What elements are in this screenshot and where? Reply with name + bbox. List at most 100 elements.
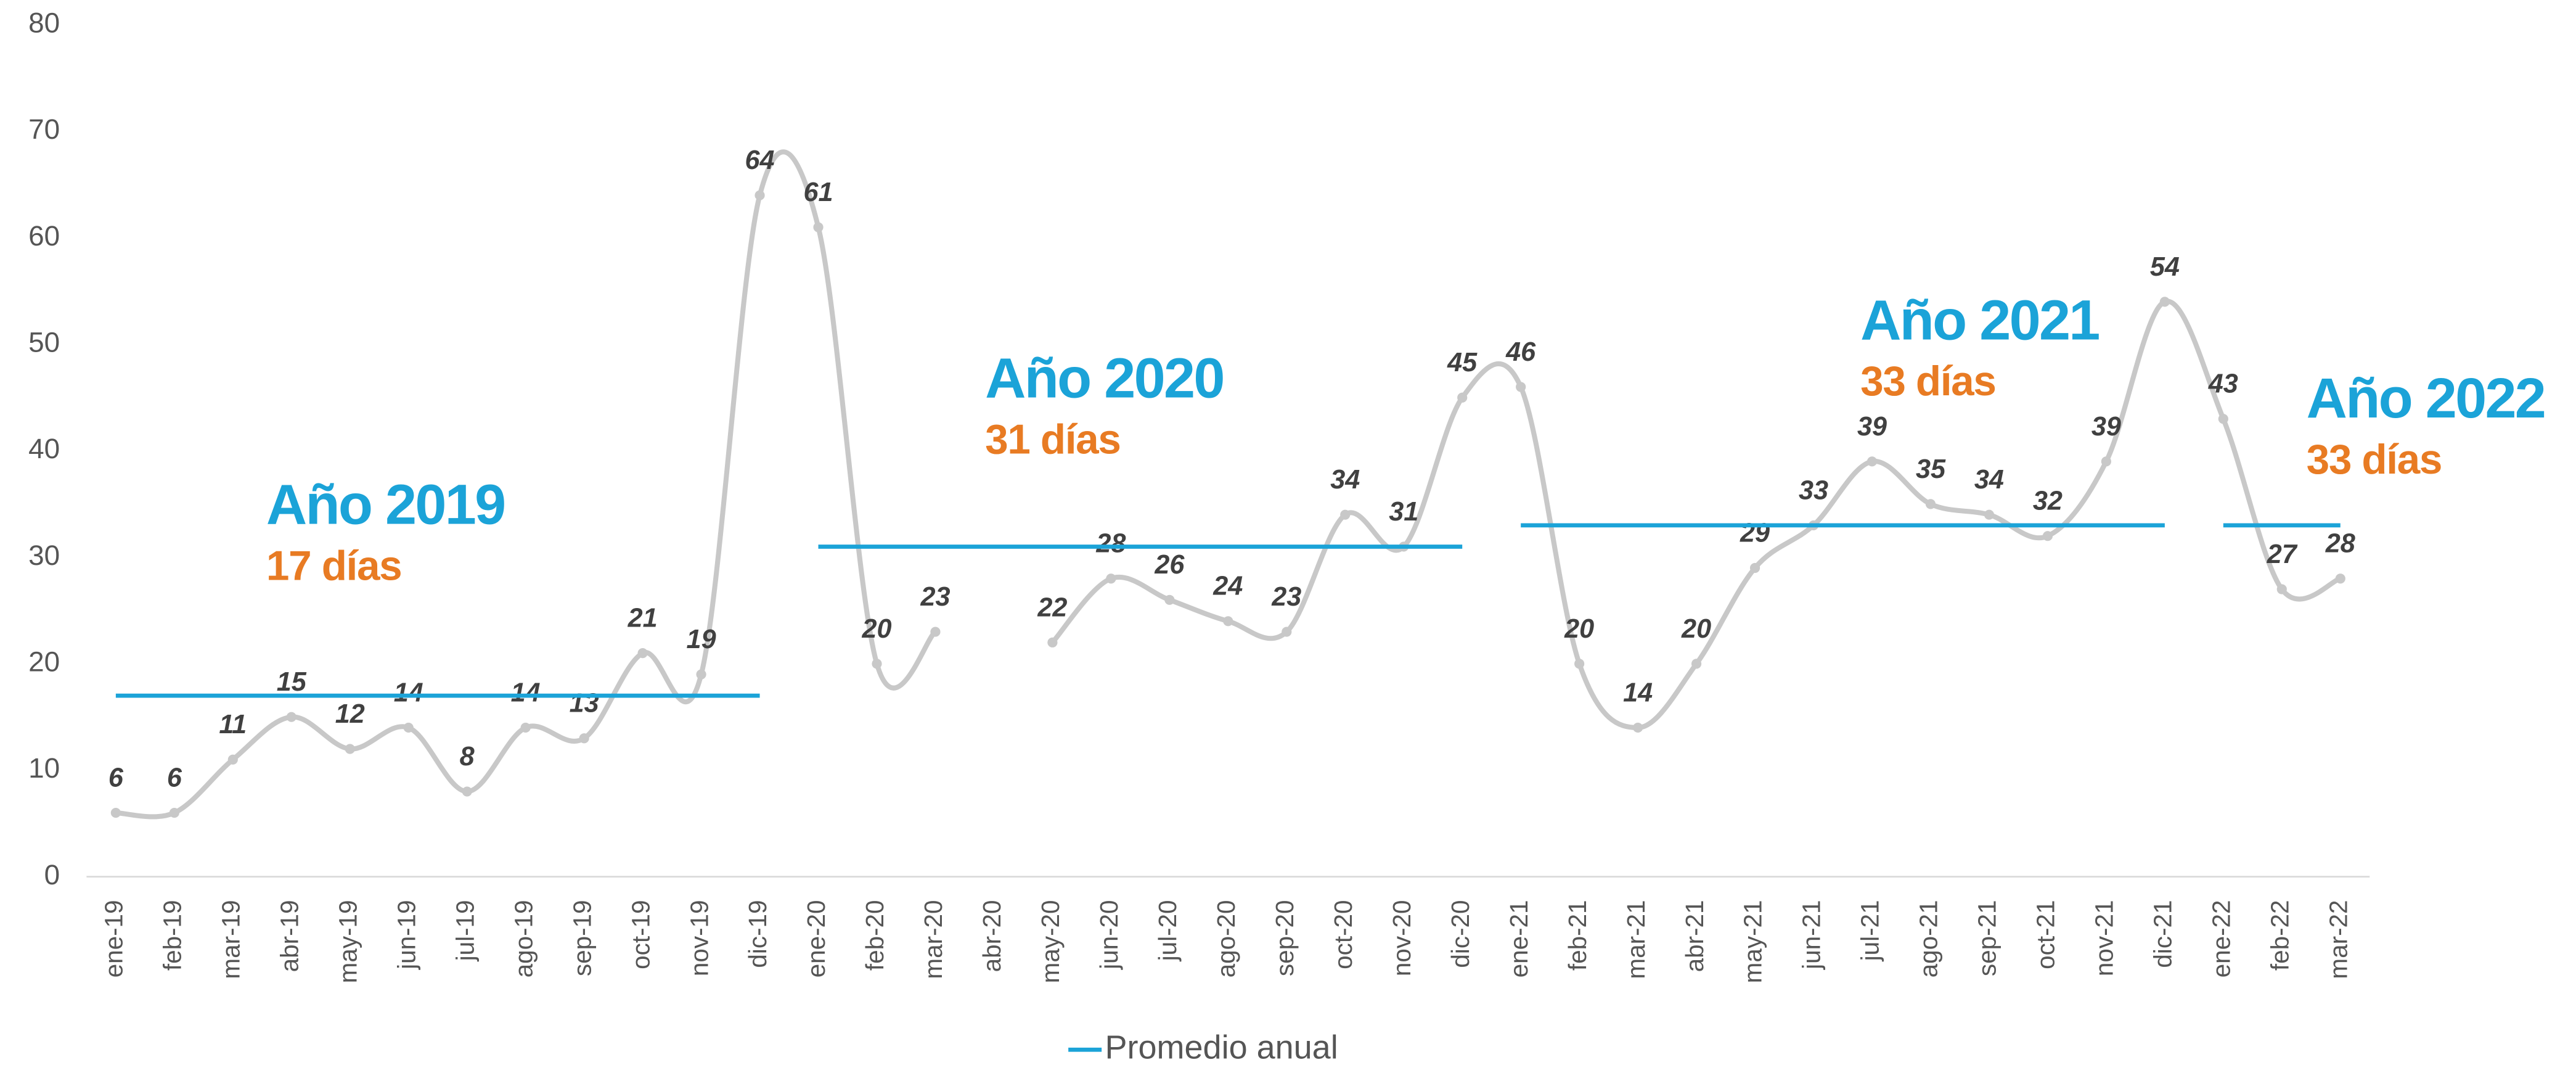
x-tick-label: feb-21 bbox=[1563, 900, 1592, 971]
data-label: 14 bbox=[511, 678, 541, 707]
data-point bbox=[2335, 574, 2345, 584]
x-tick-label: abr-21 bbox=[1680, 900, 1709, 972]
data-point bbox=[2218, 414, 2228, 424]
data-label: 26 bbox=[1154, 550, 1185, 580]
data-label: 28 bbox=[1095, 529, 1126, 559]
y-tick-label: 20 bbox=[28, 645, 60, 677]
x-tick-label: sep-19 bbox=[568, 900, 596, 976]
data-point bbox=[813, 222, 824, 232]
data-label: 45 bbox=[1447, 348, 1478, 377]
x-tick-label: ene-21 bbox=[1505, 900, 1533, 977]
x-tick-label: jun-20 bbox=[1095, 900, 1123, 969]
data-label: 34 bbox=[1974, 465, 2004, 495]
data-label: 32 bbox=[2033, 487, 2063, 516]
data-point bbox=[1749, 562, 1760, 574]
y-tick-label: 40 bbox=[28, 432, 60, 464]
x-tick-label: oct-19 bbox=[626, 900, 655, 969]
annotation-title: Año 2020 bbox=[985, 347, 1223, 410]
annotation-subtitle: 33 días bbox=[2307, 437, 2442, 483]
data-label: 20 bbox=[1564, 614, 1594, 644]
data-point bbox=[345, 744, 355, 754]
legend-label: Promedio anual bbox=[1105, 1029, 1338, 1066]
data-point bbox=[2276, 584, 2287, 594]
x-tick-label: jun-21 bbox=[1797, 900, 1826, 969]
x-tick-label: jul-20 bbox=[1153, 900, 1182, 961]
x-tick-label: mar-21 bbox=[1622, 900, 1650, 979]
data-point bbox=[1574, 659, 1585, 669]
y-tick-label: 10 bbox=[28, 752, 60, 784]
x-tick-label: jul-19 bbox=[451, 900, 479, 961]
data-point bbox=[1047, 637, 1058, 648]
data-point bbox=[1867, 456, 1878, 467]
data-label: 39 bbox=[1857, 412, 1887, 442]
data-label: 8 bbox=[460, 742, 475, 771]
annotation-subtitle: 31 días bbox=[985, 416, 1120, 462]
data-label: 54 bbox=[2150, 252, 2180, 282]
annotation-title: Año 2019 bbox=[266, 474, 504, 536]
data-point bbox=[227, 754, 238, 765]
x-tick-label: sep-20 bbox=[1270, 900, 1299, 976]
y-tick-label: 70 bbox=[28, 113, 60, 145]
data-label: 35 bbox=[1916, 454, 1946, 484]
data-label: 46 bbox=[1505, 337, 1536, 367]
data-point bbox=[696, 669, 706, 680]
x-tick-label: dic-19 bbox=[743, 900, 772, 968]
data-point bbox=[1223, 616, 1233, 627]
annotation-subtitle: 33 días bbox=[1860, 358, 1995, 405]
x-tick-label: feb-19 bbox=[158, 900, 187, 971]
x-tick-label: oct-21 bbox=[2032, 900, 2060, 969]
annotation-subtitle: 17 días bbox=[266, 543, 401, 589]
x-tick-label: mar-19 bbox=[216, 900, 245, 979]
y-tick-label: 60 bbox=[28, 220, 60, 252]
y-tick-label: 30 bbox=[28, 539, 60, 571]
y-tick-label: 50 bbox=[28, 326, 60, 358]
x-tick-label: abr-20 bbox=[978, 900, 1006, 972]
x-tick-label: dic-20 bbox=[1446, 900, 1474, 968]
x-tick-label: dic-21 bbox=[2149, 900, 2177, 968]
annotation-title: Año 2021 bbox=[1860, 289, 2099, 352]
data-point bbox=[1984, 509, 1995, 520]
y-tick-label: 0 bbox=[44, 858, 60, 890]
x-tick-label: may-19 bbox=[333, 900, 362, 983]
data-label: 29 bbox=[1740, 518, 1770, 548]
annotation-title: Año 2022 bbox=[2307, 367, 2545, 430]
data-label: 64 bbox=[745, 146, 775, 175]
x-tick-label: mar-22 bbox=[2324, 900, 2352, 979]
x-tick-label: feb-20 bbox=[861, 900, 889, 971]
data-point bbox=[637, 648, 648, 659]
x-tick-label: ene-22 bbox=[2207, 900, 2235, 977]
x-tick-label: ago-19 bbox=[509, 900, 538, 977]
data-label: 13 bbox=[570, 689, 599, 718]
data-label: 6 bbox=[167, 763, 182, 793]
data-label: 33 bbox=[1799, 475, 1828, 505]
data-point bbox=[1164, 594, 1175, 605]
x-tick-label: may-21 bbox=[1739, 900, 1767, 983]
x-tick-label: ago-20 bbox=[1212, 900, 1240, 977]
x-tick-label: oct-20 bbox=[1329, 900, 1357, 969]
data-point bbox=[1633, 722, 1643, 733]
data-point bbox=[403, 722, 414, 733]
data-label: 61 bbox=[804, 178, 833, 207]
data-label: 43 bbox=[2208, 369, 2238, 399]
data-point bbox=[2042, 531, 2053, 541]
data-point bbox=[754, 190, 765, 200]
x-tick-label: jun-19 bbox=[392, 900, 420, 969]
data-point bbox=[930, 627, 941, 637]
data-point bbox=[1106, 574, 1116, 584]
data-point bbox=[1516, 382, 1526, 392]
x-tick-label: ago-21 bbox=[1915, 900, 1943, 977]
x-tick-label: abr-19 bbox=[275, 900, 303, 972]
x-tick-label: ene-20 bbox=[802, 900, 830, 977]
data-label: 14 bbox=[1623, 678, 1653, 707]
data-point bbox=[520, 722, 531, 733]
data-point bbox=[1282, 627, 1292, 637]
data-point bbox=[462, 786, 472, 797]
data-label: 21 bbox=[628, 604, 658, 633]
x-tick-label: ene-19 bbox=[100, 900, 128, 977]
data-label: 39 bbox=[2091, 412, 2121, 442]
x-tick-label: mar-20 bbox=[919, 900, 947, 979]
data-label: 6 bbox=[108, 763, 124, 793]
data-label: 15 bbox=[277, 667, 307, 697]
